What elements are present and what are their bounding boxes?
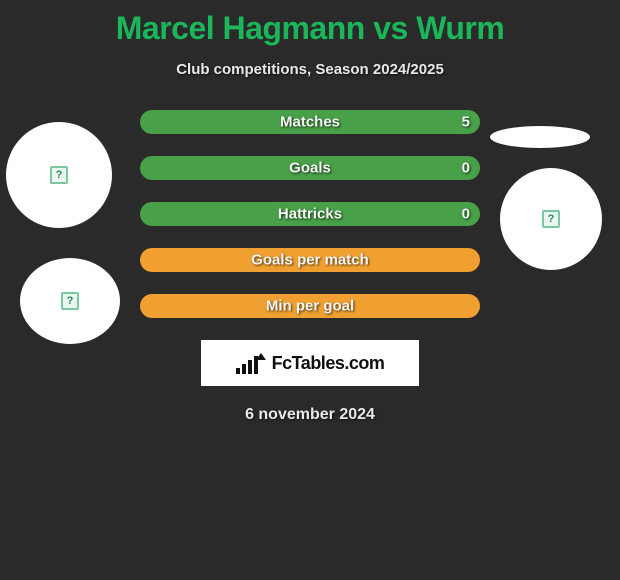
player-avatar-right-1	[500, 168, 602, 270]
image-placeholder-icon	[50, 166, 68, 184]
date-label: 6 november 2024	[0, 406, 620, 424]
brand-text: FcTables.com	[272, 353, 385, 374]
brand-box[interactable]: FcTables.com	[201, 340, 419, 386]
stat-bar-fill	[140, 248, 480, 272]
stat-bar-fill	[140, 110, 480, 134]
stat-bar-fill	[140, 202, 480, 226]
stat-row-matches: Matches 5	[140, 110, 480, 134]
player-avatar-left-1	[6, 122, 112, 228]
subtitle: Club competitions, Season 2024/2025	[0, 61, 620, 78]
stat-row-goals: Goals 0	[140, 156, 480, 180]
brand-logo-icon	[236, 353, 268, 374]
player-avatar-left-2	[20, 258, 120, 344]
page-title: Marcel Hagmann vs Wurm	[0, 0, 620, 47]
stat-row-min-per-goal: Min per goal	[140, 294, 480, 318]
stat-row-hattricks: Hattricks 0	[140, 202, 480, 226]
image-placeholder-icon	[61, 292, 79, 310]
stat-bar-fill	[140, 294, 480, 318]
image-placeholder-icon	[542, 210, 560, 228]
stat-row-goals-per-match: Goals per match	[140, 248, 480, 272]
stats-bars: Matches 5 Goals 0 Hattricks 0 Goals per …	[140, 110, 480, 318]
decor-ellipse-right	[490, 126, 590, 148]
stat-bar-fill	[140, 156, 480, 180]
